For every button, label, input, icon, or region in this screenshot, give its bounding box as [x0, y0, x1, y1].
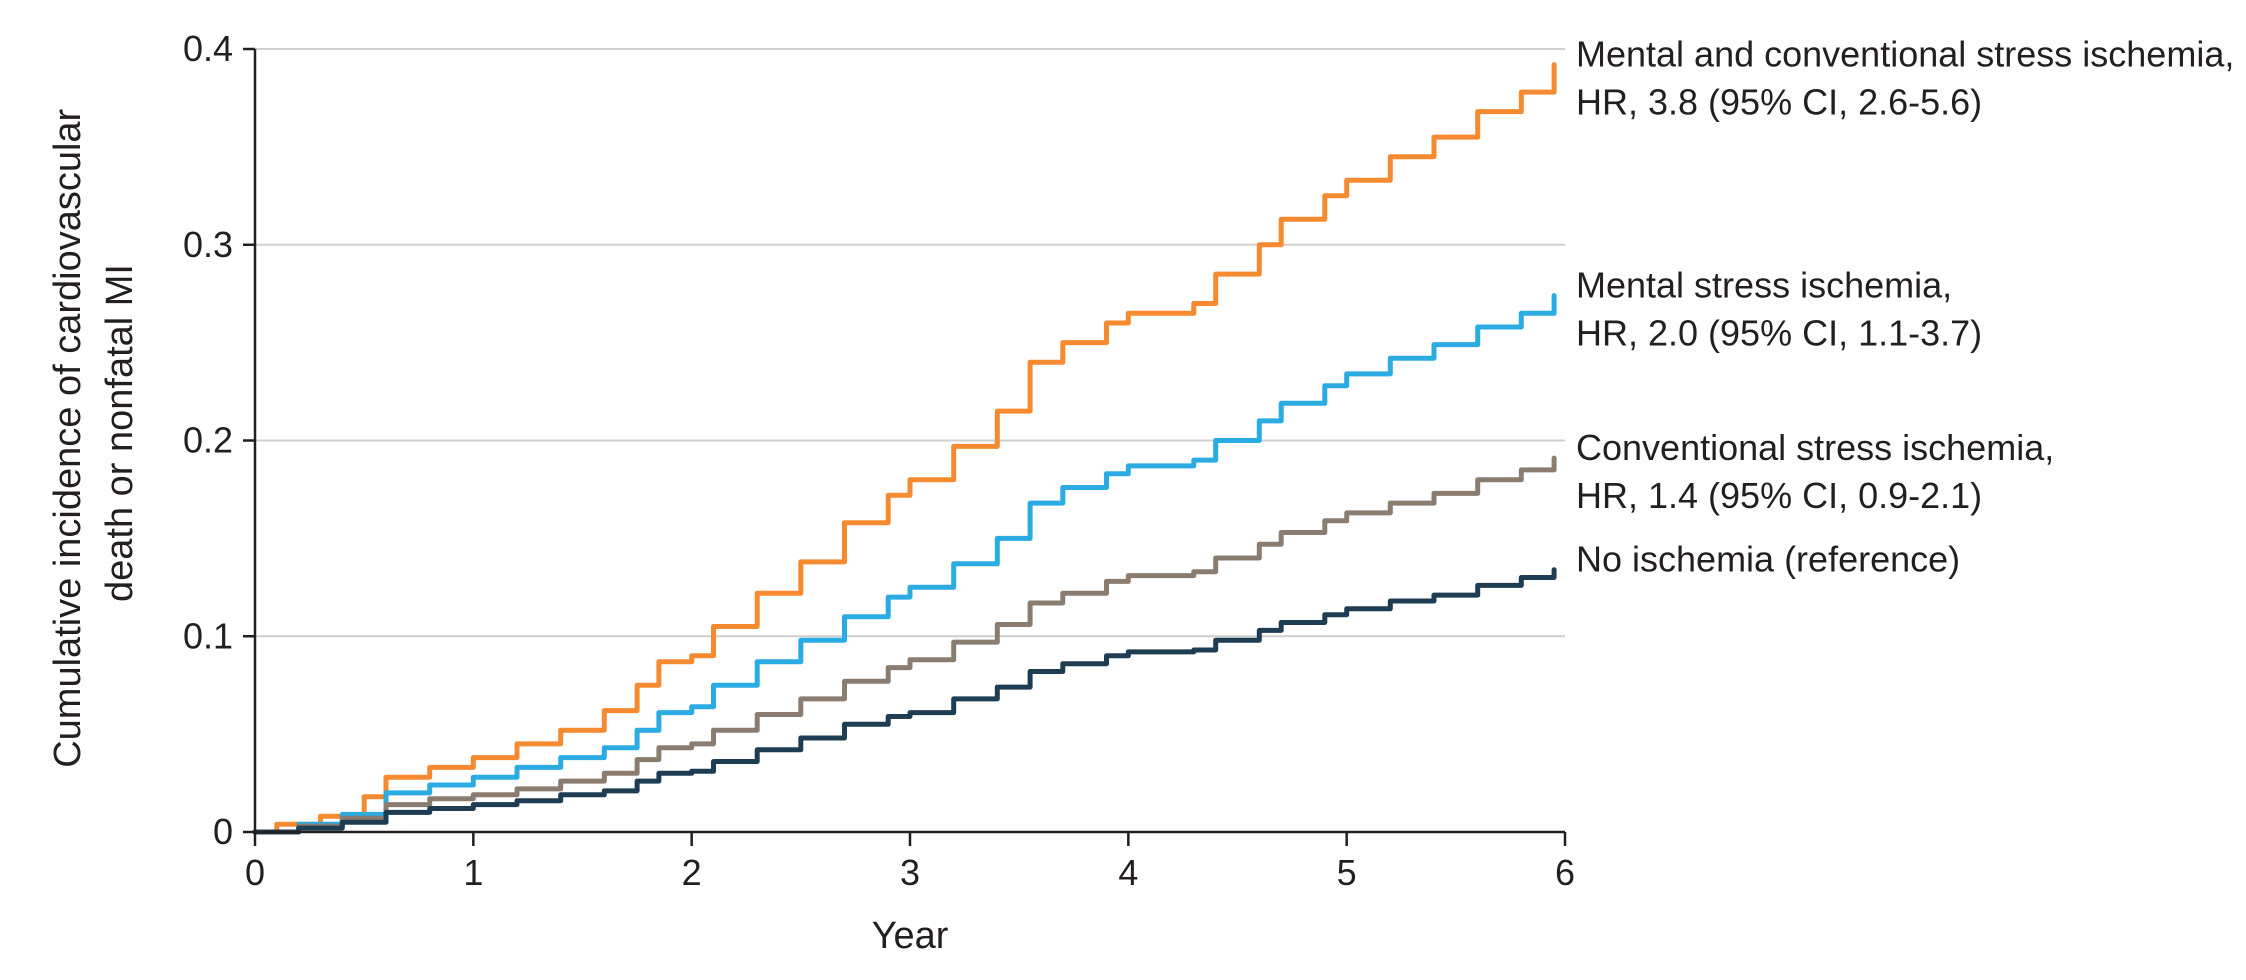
series-label-1-line-0: Mental stress ischemia,: [1576, 265, 1952, 306]
series-label-0: Mental and conventional stress ischemia,…: [1576, 34, 2234, 123]
series-line-0: [252, 62, 1557, 835]
x-tick-label-4: 4: [1118, 852, 1138, 893]
series-lines: [252, 62, 1557, 835]
y-tick-label-2: 0.2: [183, 420, 233, 461]
series-labels: Mental and conventional stress ischemia,…: [1576, 34, 2234, 580]
grid-lines: [255, 48, 1565, 638]
series-label-1-line-1: HR, 2.0 (95% CI, 1.1-3.7): [1576, 313, 1982, 354]
x-axis-title: Year: [872, 915, 949, 957]
x-tick-label-2: 2: [682, 852, 702, 893]
y-tick-label-4: 0.4: [183, 28, 233, 69]
series-label-2-line-1: HR, 1.4 (95% CI, 0.9-2.1): [1576, 475, 1982, 516]
series-label-3-line-0: No ischemia (reference): [1576, 539, 1960, 580]
x-tick-label-3: 3: [900, 852, 920, 893]
x-tick-label-1: 1: [463, 852, 483, 893]
y-tick-label-1: 0.1: [183, 615, 233, 656]
x-tick-label-6: 6: [1555, 852, 1575, 893]
tick-labels: 0 0.1 0.2 0.3 0.4 0 1 2 3 4 5 6: [183, 28, 1575, 893]
axes: [243, 47, 1567, 846]
series-label-1: Mental stress ischemia, HR, 2.0 (95% CI, …: [1576, 265, 1982, 354]
y-tick-label-3: 0.3: [183, 224, 233, 265]
series-label-3: No ischemia (reference): [1576, 539, 1960, 580]
series-label-2: Conventional stress ischemia, HR, 1.4 (95…: [1576, 427, 2054, 516]
y-axis-title-line-1: Cumulative incidence of cardiovascular: [47, 108, 89, 767]
series-label-2-line-0: Conventional stress ischemia,: [1576, 427, 2054, 468]
x-tick-label-5: 5: [1337, 852, 1357, 893]
y-tick-label-0: 0: [213, 811, 233, 852]
y-axis-title: Cumulative incidence of cardiovascular d…: [47, 98, 141, 768]
series-line-1: [252, 293, 1557, 835]
series-line-2: [252, 455, 1557, 835]
x-tick-label-0: 0: [245, 852, 265, 893]
series-label-0-line-0: Mental and conventional stress ischemia,: [1576, 34, 2234, 75]
series-line-3: [252, 567, 1557, 835]
series-label-0-line-1: HR, 3.8 (95% CI, 2.6-5.6): [1576, 82, 1982, 123]
y-axis-title-line-2: death or nonfatal MI: [99, 264, 141, 602]
